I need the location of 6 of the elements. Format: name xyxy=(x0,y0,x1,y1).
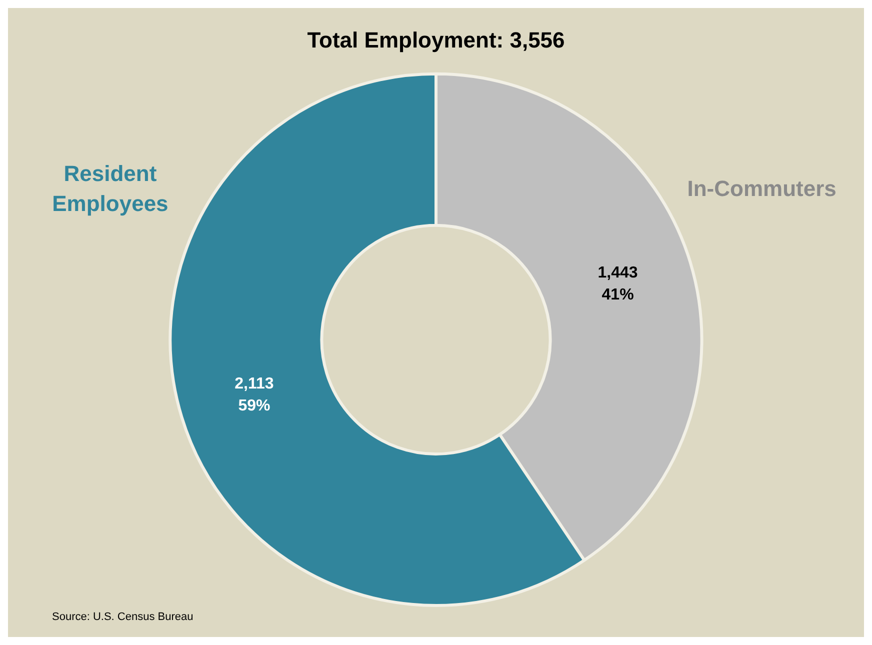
data-label: 2,113 59% xyxy=(234,376,274,415)
chart-title: Total Employment: 3,556 xyxy=(307,27,565,52)
slice-label: In-Commuters xyxy=(687,176,836,201)
slice-label: Resident Employees xyxy=(52,160,168,216)
source-note: Source: U.S. Census Bureau xyxy=(52,611,194,623)
data-label: 1,443 41% xyxy=(598,264,638,304)
